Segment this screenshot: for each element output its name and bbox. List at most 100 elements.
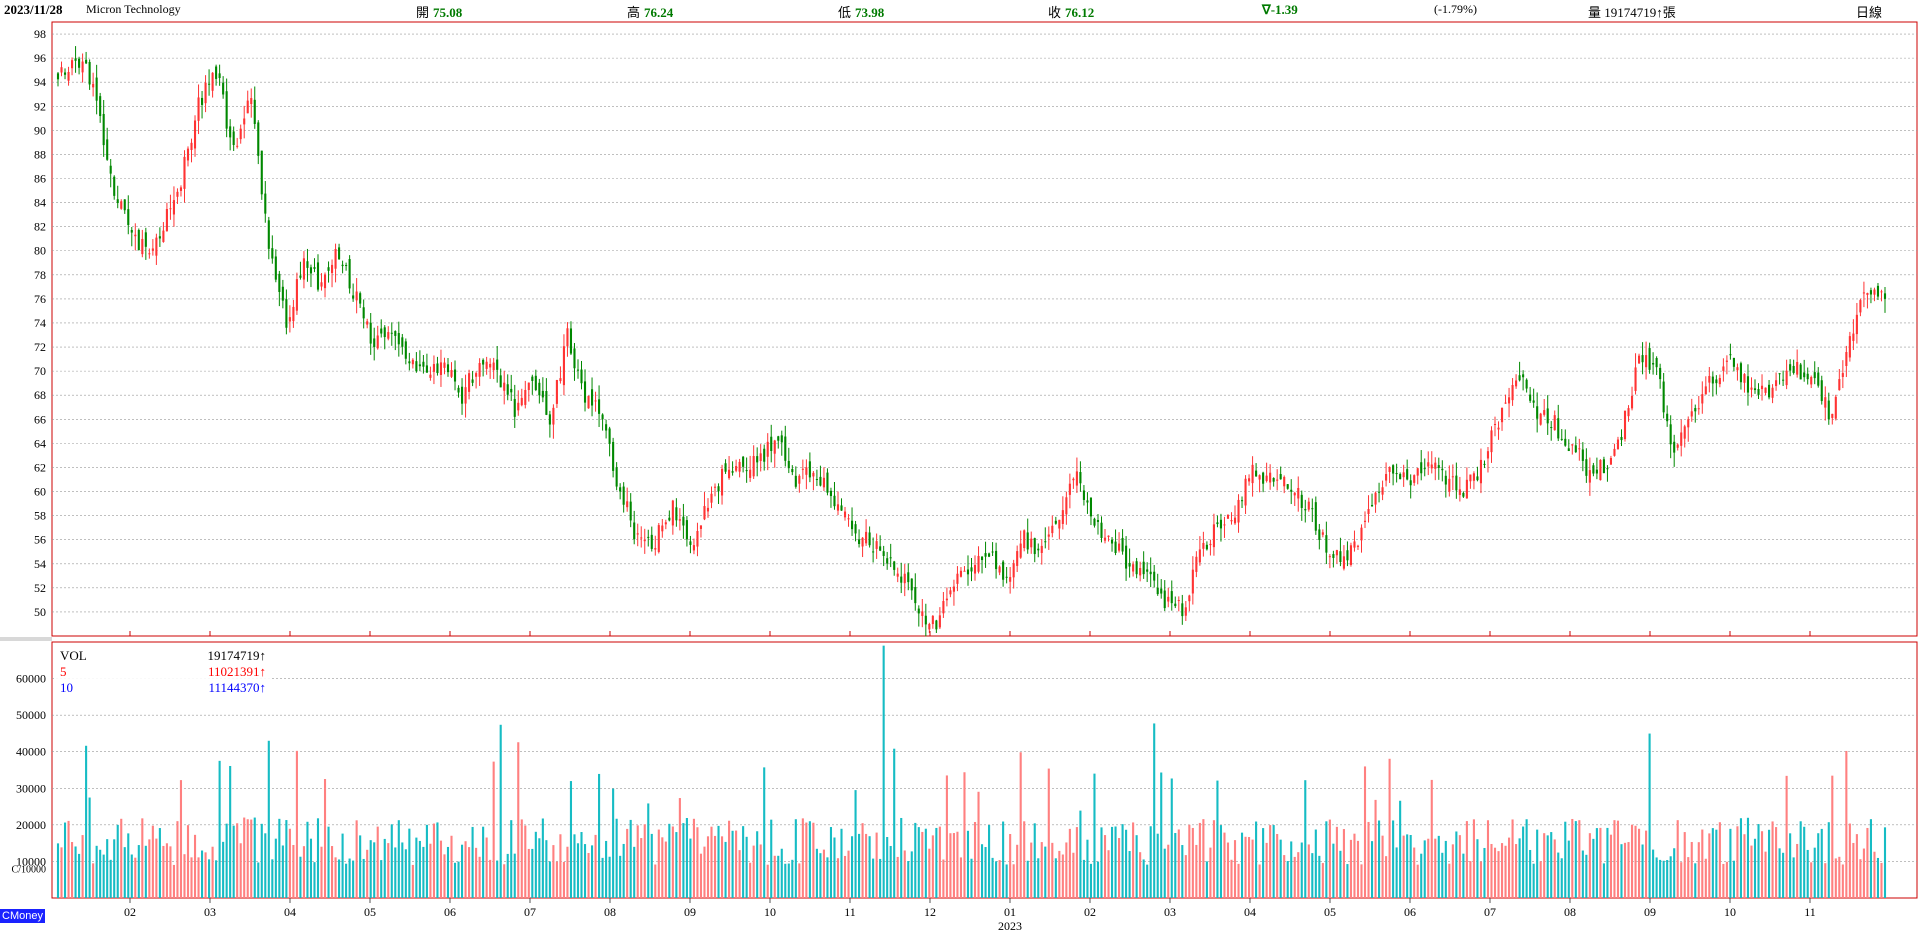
volume-bar [60,847,63,898]
volume-bar [1346,864,1349,898]
volume-bar [464,841,467,898]
price-change-percent: (-1.79%) [1434,2,1477,16]
volume-bar [211,846,214,898]
candle-body [1044,541,1047,543]
volume-bar [1599,827,1602,898]
candle-body [186,148,190,161]
price-tick-label: 72 [34,340,46,354]
volume-bar [643,824,646,898]
volume-bar [868,836,871,898]
volume-bar [225,823,228,898]
volume-bar [573,834,576,898]
volume-bar [1511,819,1514,898]
volume-bar [165,843,168,898]
volume-bar [1465,821,1468,898]
volume-bar [1567,840,1570,898]
volume-bar [829,827,833,898]
volume-bar [1321,863,1324,898]
candle-body [777,436,780,441]
candle-body [1135,561,1138,575]
volume-bar [425,824,428,898]
volume-bar [552,845,555,898]
candle-body [1314,502,1317,531]
volume-bar [1374,799,1377,898]
candle-body [1623,410,1627,440]
candle-body [1047,534,1050,537]
volume-bar [1641,844,1644,898]
period-label[interactable]: 日線 [1856,5,1883,20]
candle-body [766,441,769,457]
volume-bar [590,845,594,898]
candle-body [1704,386,1707,395]
volume-bar [1725,861,1728,898]
volume-bar [1223,832,1226,898]
candle-body [1732,357,1735,367]
candle-body [1634,367,1637,391]
candle-body [713,486,717,488]
candle-body [1483,463,1486,465]
candle-body [1750,387,1753,390]
candle-body [345,265,348,267]
volume-bar [292,844,295,898]
candle-body [485,361,488,369]
volume-bar [1687,857,1690,898]
candle-body [1813,372,1816,379]
brand-logo[interactable]: CMoney [0,909,45,923]
volume-bar [162,845,165,898]
volume-bar [1873,851,1876,898]
candle-body [735,466,738,471]
volume-bar [1230,859,1233,898]
volume-bar [1009,833,1012,898]
volume-bar [197,857,200,898]
volume-bar [1546,835,1549,898]
volume-bar [1103,835,1107,898]
volume-bar [861,823,864,898]
candle-body [148,253,151,255]
candle-body [1030,538,1033,548]
candle-body [1360,527,1363,541]
volume-bar [654,864,657,898]
volume-tick-label: 50000 [16,708,46,722]
volume-bar [345,863,348,898]
high-price: 高 76.24 [627,5,674,20]
candle-body [1040,545,1043,553]
month-label: 10 [1724,905,1736,919]
volume-bar [288,828,291,898]
candle-body [1402,472,1405,478]
candle-body [1346,550,1349,561]
candle-body [1560,438,1563,440]
candle-body [1616,439,1620,450]
volume-bar [942,859,945,898]
candle-body [1026,532,1029,550]
volume-bar [369,840,372,898]
volume-bar [1167,844,1170,898]
candle-body [1458,489,1461,495]
volume-bar [1834,858,1837,898]
volume-bar [299,856,302,898]
volume-tick-label: 10000 [16,854,46,868]
candle-body [1592,465,1595,474]
candle-body [942,601,945,614]
volume-bar [215,860,218,898]
volume-bar [92,863,95,898]
volume-bar [327,826,330,898]
volume-bar [1212,820,1215,898]
volume-bar [1370,841,1374,898]
candle-body [306,261,309,268]
candle-body [749,469,752,478]
volume-bar [1146,864,1149,898]
candle-body [113,176,116,196]
candle-body [836,504,840,511]
volume-bar [1388,758,1391,898]
volume-bar [1866,827,1869,898]
candle-body [1859,300,1862,313]
volume-bar [794,819,797,898]
volume-bar [1862,848,1865,898]
volume-bar [1016,844,1019,898]
volume-bar [991,857,994,898]
candle-body [1219,519,1223,529]
volume-bar [1272,825,1275,898]
candle-body [1100,522,1103,538]
candle-body [1388,467,1391,473]
